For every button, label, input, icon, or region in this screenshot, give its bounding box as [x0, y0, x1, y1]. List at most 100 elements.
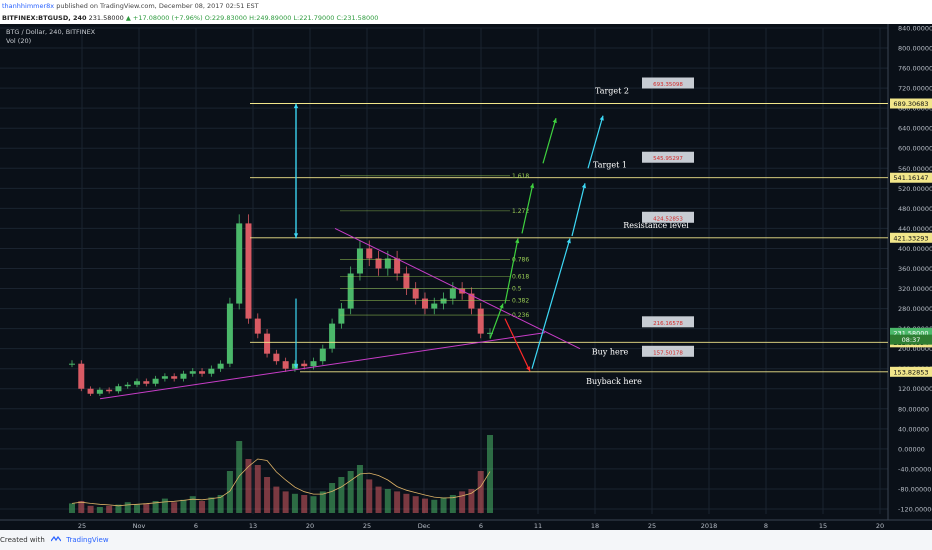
projection-arrow-green-3 [521, 183, 534, 234]
volume-bar [403, 493, 410, 513]
volume-bar [282, 491, 289, 513]
axis-price-tag [890, 334, 932, 345]
candle-body [96, 389, 103, 394]
candle-body [329, 323, 336, 349]
y-tick-label: 840.00000 [898, 25, 932, 33]
x-tick-label: 6 [194, 522, 198, 530]
candle-body [134, 381, 141, 385]
volume-bar [440, 497, 447, 513]
publish-header: thanhhimmer8x published on TradingView.c… [0, 0, 932, 12]
tradingview-logo-icon [51, 536, 62, 542]
candle-body [421, 298, 428, 309]
y-tick-label: 760.00000 [898, 65, 932, 73]
candle-body [161, 376, 168, 379]
price-tag-text: 424.52853 [653, 216, 683, 222]
candle-body [152, 378, 159, 384]
y-tick-label: -120.00000 [898, 505, 932, 513]
low-value: L:221.79000 [293, 14, 335, 22]
y-tick-label: 600.00000 [898, 145, 932, 153]
projection-arrow-green-4-head [552, 118, 557, 124]
candle-body [338, 308, 345, 324]
volume-bar [69, 503, 75, 513]
projection-arrow-green-1-head [499, 303, 504, 309]
x-tick-label: 11 [534, 522, 542, 530]
projection-arrow-green-2 [504, 238, 519, 304]
close-value: C:231.58000 [336, 14, 379, 22]
author-link[interactable]: thanhhimmer8x [2, 2, 55, 10]
volume-bar [338, 476, 345, 513]
candle-body [440, 298, 447, 304]
y-tick-label: 520.00000 [898, 185, 932, 193]
chart-area[interactable]: 840.00000 800.00000 760.00000 720.00000 680.… [0, 24, 932, 530]
candle-body [143, 381, 150, 384]
y-tick-label: 40.00000 [898, 425, 929, 433]
y-tick-label: 720.00000 [898, 85, 932, 93]
candle-body [449, 288, 456, 299]
candle-body [217, 363, 224, 369]
candle-body [282, 361, 289, 369]
volume-bar [134, 504, 141, 513]
y-tick-label: 0.00000 [898, 445, 925, 453]
candle-body [384, 258, 391, 269]
price-tag-box [642, 211, 694, 223]
x-tick-label: Dec [418, 522, 431, 530]
x-tick-label: 2018 [701, 522, 718, 530]
x-tick-label: 20 [306, 522, 314, 530]
volume-bar [412, 496, 419, 513]
candle-body [319, 348, 326, 362]
candle-body [356, 248, 363, 274]
price-chart[interactable]: 840.00000800.00000760.00000720.00000680.… [0, 24, 932, 530]
candle-body [487, 332, 493, 334]
axis-price-text: 153.82853 [893, 368, 928, 376]
volume-bar [449, 494, 456, 513]
candle-body [366, 248, 373, 259]
projection-arrow-green-4 [542, 118, 557, 164]
volume-bar [171, 502, 178, 513]
candle-body [375, 258, 382, 269]
volume-bar [199, 500, 206, 513]
level-label: Target 1 [593, 161, 627, 170]
axis-price-text: 541.16147 [893, 174, 928, 182]
price-tag-box [642, 316, 694, 328]
candle-body [199, 371, 206, 374]
volume-bar [180, 499, 187, 513]
projection-arrow-cyan-3 [587, 115, 604, 169]
volume-ma-line [71, 458, 491, 507]
candle-body [171, 376, 178, 379]
x-tick-label: 18 [591, 522, 599, 530]
projection-arrow-green-3-head [529, 183, 535, 189]
volume-bar [236, 440, 243, 513]
volume-bar [487, 434, 493, 513]
axis-price-tag [890, 172, 932, 183]
y-tick-label: 320.00000 [898, 285, 932, 293]
candle-body [477, 308, 484, 334]
candle-body [468, 293, 475, 309]
candle-body [264, 333, 271, 354]
axis-price-tag [890, 232, 932, 243]
measure-arrow-top-head [293, 233, 299, 238]
volume-bar [291, 493, 298, 513]
volume-bar [329, 482, 336, 513]
volume-bar [319, 491, 326, 513]
fib-label: 0.618 [512, 274, 529, 281]
volume-bar [477, 470, 484, 513]
candle-body [115, 386, 122, 392]
candle-body [310, 361, 317, 367]
legend-title: BTG / Dollar, 240, BITFINEX [6, 28, 96, 36]
axis-price-text: 231.58000 [893, 329, 928, 337]
volume-bar [152, 500, 159, 513]
axis-price-text: 689.30683 [893, 100, 928, 108]
chart-legend: BTG / Dollar, 240, BITFINEX Vol (20) [6, 28, 95, 46]
volume-bar [115, 504, 122, 513]
price-tag-box [642, 151, 694, 163]
tradingview-link[interactable]: TradingView [66, 536, 109, 544]
level-label: Buyback here [586, 377, 642, 386]
volume-bar [366, 479, 373, 513]
last-price: 231.58000 [88, 14, 124, 22]
fib-label: 0.236 [512, 312, 529, 319]
created-with-text: Created with [0, 536, 45, 544]
candle-body [431, 303, 438, 309]
fib-label: 1.272 [512, 208, 529, 215]
fib-label: 0.382 [512, 298, 529, 305]
volume-bar [245, 458, 252, 513]
